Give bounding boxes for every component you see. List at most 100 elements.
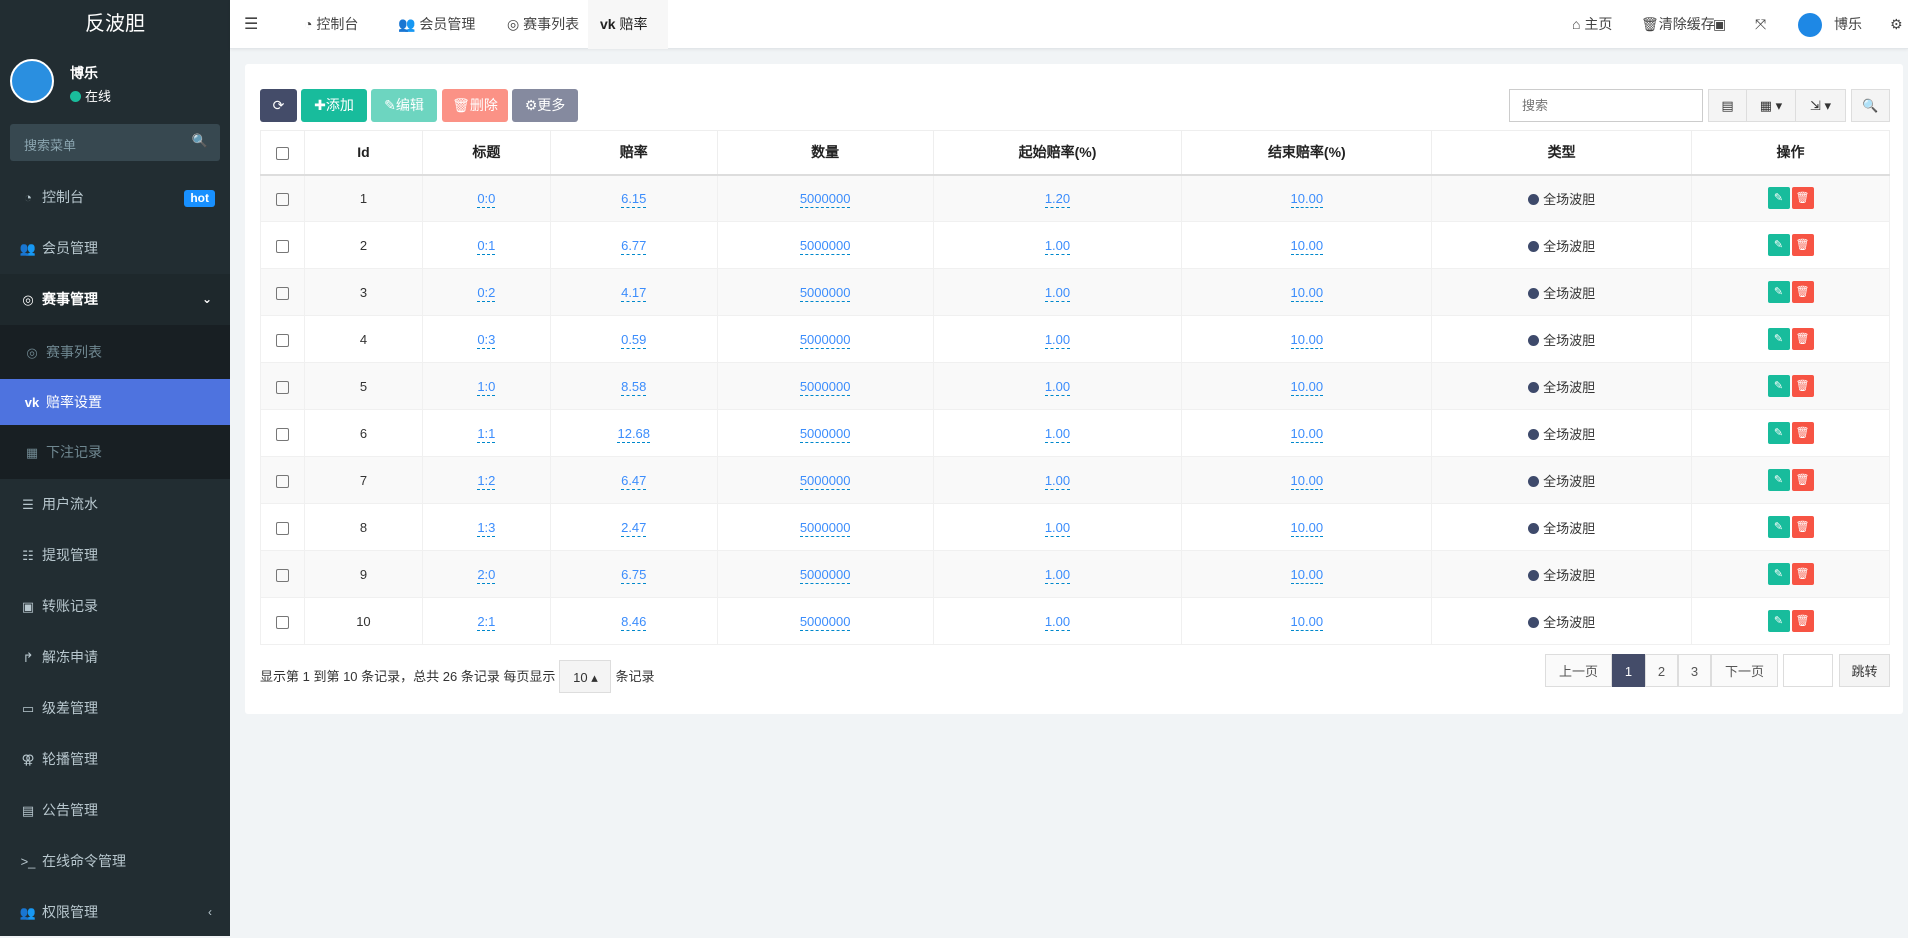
- row-checkbox[interactable]: [260, 268, 305, 316]
- tab-match-list[interactable]: ◎ 赛事列表: [493, 0, 593, 49]
- editable-odds[interactable]: 6.47: [621, 472, 647, 490]
- page-3-button[interactable]: 3: [1678, 654, 1711, 687]
- editable-end-odds[interactable]: 10.00: [1290, 331, 1324, 349]
- editable-quantity[interactable]: 5000000: [799, 237, 851, 255]
- tab-odds-settings[interactable]: vk 赔率设置: [588, 0, 668, 81]
- row-checkbox[interactable]: [260, 503, 305, 551]
- row-edit-button[interactable]: ✎: [1767, 375, 1790, 397]
- sidebar-item-odds-settings[interactable]: vk 赔率设置: [0, 379, 230, 425]
- row-edit-button[interactable]: ✎: [1767, 610, 1790, 632]
- edit-button[interactable]: ✎编辑: [371, 89, 437, 122]
- editable-odds[interactable]: 8.46: [621, 613, 647, 631]
- page-2-button[interactable]: 2: [1645, 654, 1678, 687]
- col-odds[interactable]: 赔率: [549, 130, 718, 176]
- row-delete-button[interactable]: 🗑: [1791, 469, 1814, 491]
- editable-start-odds[interactable]: 1.00: [1044, 472, 1071, 490]
- menu-toggle-icon[interactable]: ☰: [244, 16, 259, 33]
- editable-end-odds[interactable]: 10.00: [1290, 284, 1324, 302]
- page-1-button[interactable]: 1: [1612, 654, 1645, 687]
- jump-button[interactable]: 跳转: [1839, 654, 1890, 687]
- row-delete-button[interactable]: 🗑: [1791, 516, 1814, 538]
- more-button[interactable]: ⚙更多: [512, 89, 578, 122]
- editable-start-odds[interactable]: 1.00: [1044, 237, 1071, 255]
- editable-end-odds[interactable]: 10.00: [1290, 613, 1324, 631]
- row-delete-button[interactable]: 🗑: [1791, 610, 1814, 632]
- editable-end-odds[interactable]: 10.00: [1290, 472, 1324, 490]
- home-link[interactable]: ⌂ 主页: [1572, 0, 1612, 49]
- editable-title[interactable]: 0:2: [477, 284, 496, 302]
- row-checkbox[interactable]: [260, 409, 305, 457]
- sidebar-item-level[interactable]: ▭ 级差管理: [0, 683, 230, 734]
- editable-quantity[interactable]: 5000000: [799, 378, 851, 396]
- editable-odds[interactable]: 2.47: [621, 519, 647, 537]
- sidebar-item-match-management[interactable]: ◎ 赛事管理 ⌄: [0, 274, 230, 325]
- editable-start-odds[interactable]: 1.00: [1044, 284, 1071, 302]
- col-type[interactable]: 类型: [1431, 130, 1693, 176]
- row-delete-button[interactable]: 🗑: [1791, 328, 1814, 350]
- row-edit-button[interactable]: ✎: [1767, 516, 1790, 538]
- col-start-odds[interactable]: 起始赔率(%): [932, 130, 1183, 176]
- sidebar-item-command[interactable]: >_ 在线命令管理: [0, 836, 230, 887]
- settings-gears-icon[interactable]: ⚙: [1890, 16, 1903, 32]
- editable-title[interactable]: 0:3: [477, 331, 496, 349]
- translate-icon[interactable]: ▣: [1713, 16, 1727, 32]
- editable-odds[interactable]: 4.17: [621, 284, 647, 302]
- editable-odds[interactable]: 12.68: [617, 425, 651, 443]
- editable-title[interactable]: 1:3: [477, 519, 496, 537]
- row-checkbox[interactable]: [260, 362, 305, 410]
- add-button[interactable]: ✚添加: [301, 89, 367, 122]
- col-id[interactable]: Id: [303, 130, 423, 176]
- table-search-input[interactable]: [1509, 89, 1703, 122]
- sidebar-item-transfer[interactable]: ▣ 转账记录: [0, 581, 230, 632]
- row-checkbox[interactable]: [260, 550, 305, 598]
- tab-members[interactable]: 👥 会员管理: [384, 0, 489, 49]
- prev-page-button[interactable]: 上一页: [1545, 654, 1612, 687]
- row-edit-button[interactable]: ✎: [1767, 422, 1790, 444]
- editable-title[interactable]: 2:0: [477, 566, 496, 584]
- editable-quantity[interactable]: 5000000: [799, 190, 851, 208]
- row-edit-button[interactable]: ✎: [1767, 281, 1790, 303]
- sidebar-item-withdraw[interactable]: ☷ 提现管理: [0, 530, 230, 581]
- fullscreen-icon[interactable]: ⤧: [1755, 16, 1767, 32]
- editable-quantity[interactable]: 5000000: [799, 613, 851, 631]
- editable-start-odds[interactable]: 1.00: [1044, 566, 1071, 584]
- row-edit-button[interactable]: ✎: [1767, 234, 1790, 256]
- menu-search-input[interactable]: 搜索菜单 🔍: [10, 124, 220, 161]
- editable-end-odds[interactable]: 10.00: [1290, 237, 1324, 255]
- toggle-view-button[interactable]: ▤: [1708, 89, 1747, 122]
- editable-start-odds[interactable]: 1.00: [1044, 378, 1071, 396]
- page-size-select[interactable]: 10 ▴: [559, 660, 612, 693]
- editable-title[interactable]: 1:0: [477, 378, 496, 396]
- row-checkbox[interactable]: [260, 174, 305, 222]
- sidebar-item-carousel[interactable]: ⚢ 轮播管理: [0, 734, 230, 785]
- row-edit-button[interactable]: ✎: [1767, 187, 1790, 210]
- editable-start-odds[interactable]: 1.00: [1044, 519, 1071, 537]
- editable-title[interactable]: 1:2: [477, 472, 496, 490]
- row-delete-button[interactable]: 🗑: [1791, 187, 1814, 210]
- clear-cache-button[interactable]: 🗑清除缓存: [1641, 0, 1715, 49]
- sidebar-item-match-list[interactable]: ◎ 赛事列表: [0, 325, 230, 379]
- editable-start-odds[interactable]: 1.00: [1044, 331, 1071, 349]
- select-all-checkbox[interactable]: [260, 130, 305, 176]
- row-delete-button[interactable]: 🗑: [1791, 234, 1814, 256]
- export-button[interactable]: ⇲ ▾: [1795, 89, 1846, 122]
- refresh-button[interactable]: ⟳: [260, 89, 297, 122]
- advanced-search-button[interactable]: 🔍: [1851, 89, 1890, 122]
- editable-title[interactable]: 1:1: [477, 425, 496, 443]
- row-checkbox[interactable]: [260, 221, 305, 269]
- row-checkbox[interactable]: [260, 597, 305, 645]
- row-checkbox[interactable]: [260, 456, 305, 504]
- col-quantity[interactable]: 数量: [716, 130, 934, 176]
- sidebar-item-unfreeze[interactable]: ↱ 解冻申请: [0, 632, 230, 683]
- editable-quantity[interactable]: 5000000: [799, 566, 851, 584]
- editable-end-odds[interactable]: 10.00: [1290, 190, 1324, 208]
- sidebar-item-members[interactable]: 👥 会员管理: [0, 223, 230, 274]
- columns-button[interactable]: ▦ ▾: [1746, 89, 1796, 122]
- row-delete-button[interactable]: 🗑: [1791, 563, 1814, 585]
- sidebar-item-dashboard[interactable]: ◔ 控制台 hot: [0, 172, 230, 223]
- editable-odds[interactable]: 8.58: [621, 378, 647, 396]
- editable-quantity[interactable]: 5000000: [799, 425, 851, 443]
- editable-quantity[interactable]: 5000000: [799, 331, 851, 349]
- jump-page-input[interactable]: [1783, 654, 1833, 687]
- user-menu[interactable]: 博乐: [1798, 0, 1862, 49]
